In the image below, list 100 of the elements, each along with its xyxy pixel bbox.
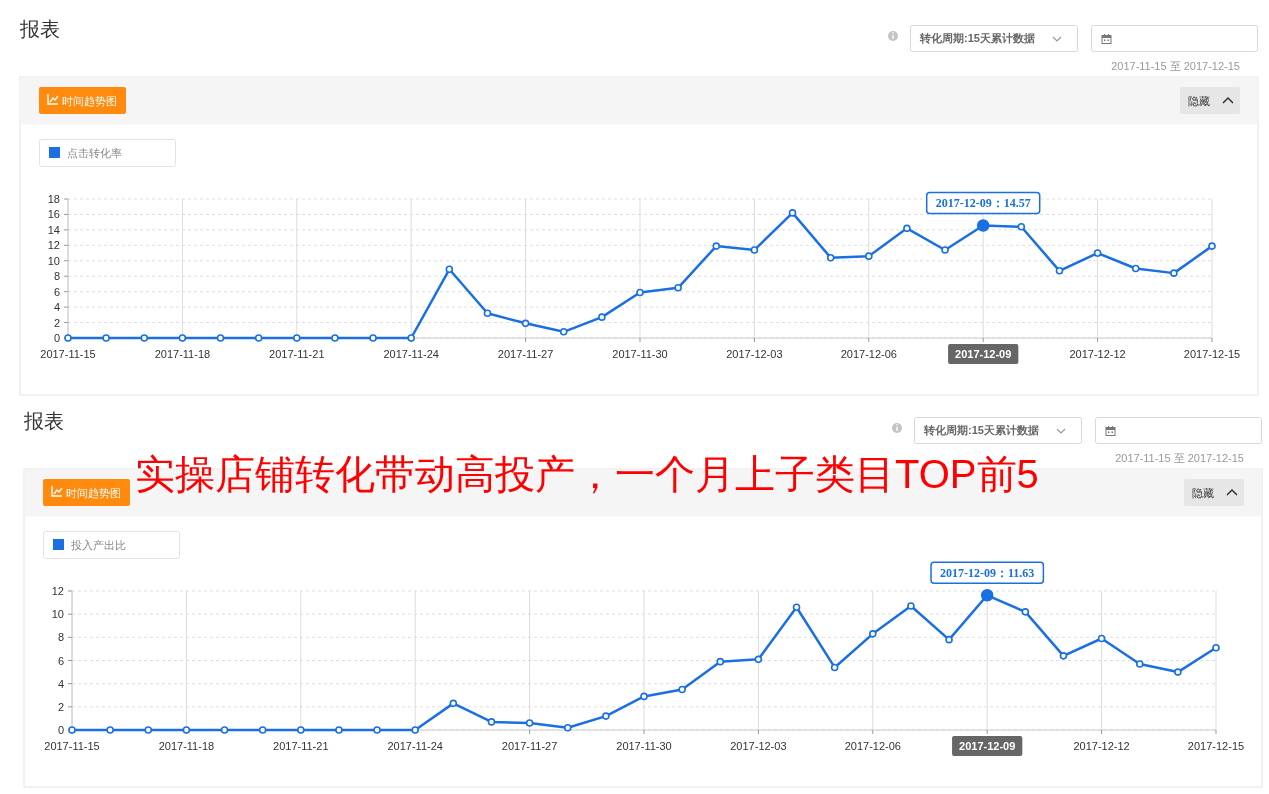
point [754, 655, 763, 664]
point [1093, 249, 1102, 257]
y-tick-label: 4 [53, 301, 60, 314]
y-tick-label: 2 [53, 316, 60, 329]
point [598, 313, 606, 321]
point [178, 334, 187, 342]
point [1170, 269, 1178, 277]
point [335, 726, 343, 734]
point [1208, 242, 1216, 250]
y-tick-label: 6 [57, 654, 64, 667]
x-tick-label: 2017-11-24 [383, 348, 439, 360]
text: 隐藏 [1192, 487, 1214, 499]
x-tick-label: 2017-11-15 [40, 348, 96, 360]
x-tick-label: 2017-12-15 [1183, 348, 1241, 360]
x-tick-label: 2017-12-09 [955, 348, 1012, 360]
x-tick-label: 2017-11-21 [273, 740, 329, 752]
x-tick-label: 2017-11-27 [501, 740, 558, 752]
y-tick-label: 0 [57, 724, 64, 736]
legend-label: 投入产出比 [70, 539, 126, 551]
text: 2017-11-15 至 2017-12-15 [1111, 60, 1240, 72]
x-tick-label: 2017-11-15 [44, 740, 100, 752]
point [220, 726, 229, 734]
point [449, 699, 458, 708]
point [716, 657, 725, 666]
point [106, 726, 114, 734]
chart-title: 报表 [23, 410, 64, 432]
point [865, 252, 873, 260]
point [602, 712, 610, 720]
point [258, 726, 267, 734]
point [1097, 634, 1106, 643]
point [712, 242, 721, 250]
point [636, 288, 644, 297]
y-tick-label: 12 [51, 585, 64, 597]
x-tick-label: 2017-11-30 [612, 348, 668, 360]
x-tick-label: 2017-12-12 [1073, 740, 1130, 752]
point [750, 246, 759, 254]
point [788, 209, 797, 217]
x-tick-label: 2017-12-03 [726, 348, 783, 360]
x-tick-label: 2017-11-30 [616, 740, 672, 752]
x-tick-label: 2017-11-18 [158, 740, 215, 752]
y-tick-label: 14 [47, 223, 60, 236]
point [1017, 223, 1026, 231]
point [1021, 608, 1030, 616]
annotation: 2017-12-09：14.57 [935, 196, 1031, 211]
point [674, 284, 682, 292]
y-tick-label: 18 [47, 193, 60, 205]
point [1131, 264, 1140, 273]
chart-subtitle: 实操店铺转化带动高投产，一个月上子类目TOP前5 [135, 452, 1039, 496]
point [563, 723, 572, 732]
text: 隐藏 [1188, 95, 1210, 107]
point [525, 719, 534, 727]
point [369, 334, 377, 342]
y-tick-label: 10 [51, 608, 64, 621]
text: 时间趋势图 [66, 487, 121, 499]
point [445, 265, 454, 274]
x-tick-label: 2017-11-18 [154, 348, 211, 360]
x-tick-label: 2017-11-27 [497, 348, 554, 360]
point [373, 726, 381, 734]
point [945, 635, 953, 644]
annotation: 2017-12-09：11.63 [940, 566, 1035, 581]
x-tick-label: 2017-12-06 [844, 740, 901, 752]
x-tick-label: 2017-12-12 [1069, 348, 1126, 360]
point [144, 726, 153, 734]
y-tick-label: 4 [57, 677, 64, 690]
point [216, 334, 225, 342]
point [640, 692, 648, 701]
x-tick-label: 2017-11-21 [269, 348, 325, 360]
point [1055, 267, 1064, 275]
point [903, 224, 911, 233]
y-tick-label: 2 [57, 700, 64, 713]
y-tick-label: 12 [47, 239, 60, 252]
text: 2017-11-15 至 2017-12-15 [1115, 452, 1244, 464]
text: 转化周期:15天累计数据 [919, 32, 1035, 44]
point [1059, 652, 1068, 660]
point [678, 685, 686, 694]
y-tick-label: 8 [57, 631, 64, 644]
point [941, 246, 949, 254]
y-tick-label: 6 [53, 285, 60, 298]
point [487, 718, 496, 726]
x-tick-label: 2017-11-24 [387, 740, 443, 752]
point [331, 334, 339, 342]
point [826, 253, 835, 262]
point [140, 334, 149, 342]
point [907, 602, 915, 610]
x-tick-label: 2017-12-03 [730, 740, 787, 752]
point [830, 663, 839, 672]
y-tick-label: 16 [47, 208, 60, 221]
point [182, 726, 191, 734]
x-tick-label: 2017-12-15 [1187, 740, 1245, 752]
point [1212, 643, 1220, 652]
point [521, 319, 530, 328]
legend-label: 点击转化率 [67, 147, 122, 159]
y-tick-label: 0 [53, 332, 60, 344]
x-tick-label: 2017-12-06 [840, 348, 897, 360]
point [559, 328, 568, 336]
point [483, 309, 492, 318]
text: 转化周期:15天累计数据 [923, 424, 1039, 436]
y-tick-label: 10 [47, 254, 60, 267]
point [254, 334, 263, 342]
chart-title: 报表 [19, 18, 60, 40]
